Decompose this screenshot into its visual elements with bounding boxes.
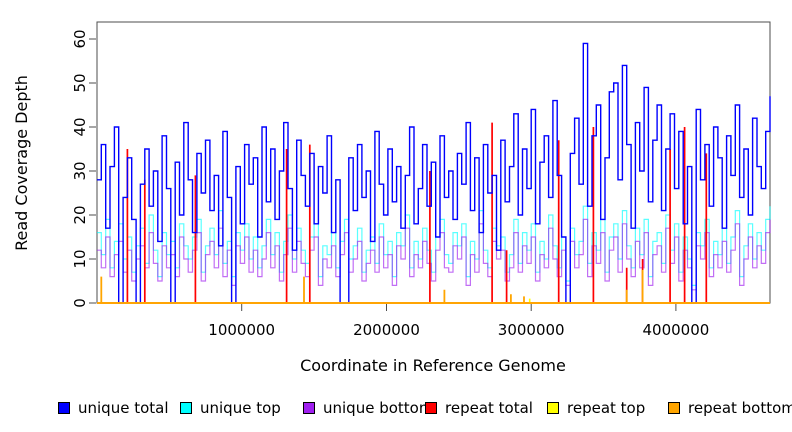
x-tick-label: 3000000 [498,321,565,339]
legend-item-repeat-total: repeat total [425,399,533,417]
legend-label-repeat-total: repeat total [445,399,533,417]
legend-label-unique-bottom: unique bottom [323,399,434,417]
legend-label-repeat-bottom: repeat bottom [688,399,792,417]
y-tick-label: 60 [71,29,89,48]
legend-swatch-repeat-top [547,402,559,414]
y-tick-label: 20 [71,205,89,224]
legend-item-unique-total: unique total [58,399,169,417]
y-axis-title: Read Coverage Depth [12,75,31,251]
legend-item-unique-top: unique top [180,399,281,417]
legend-swatch-unique-total [58,402,70,414]
y-tick-label: 30 [71,161,89,180]
y-tick-label: 0 [71,298,89,308]
legend-swatch-unique-bottom [303,402,315,414]
series-unique-top [97,205,771,286]
series-repeat-bottom [97,270,770,304]
legend-label-unique-top: unique top [200,399,281,417]
legend-swatch-repeat-total [425,402,437,414]
x-axis-title: Coordinate in Reference Genome [300,356,566,375]
y-tick-label: 40 [71,117,89,136]
coverage-plot-svg: 1000000 2000000 3000000 4000000 0 10 20 30 40 50 6… [12,21,771,375]
x-tick-label: 2000000 [353,321,420,339]
plot-area: 1000000 2000000 3000000 4000000 0 10 20 30 40 50 6… [71,21,771,339]
y-tick-label: 50 [71,73,89,92]
legend-item-unique-bottom: unique bottom [303,399,433,417]
legend-item-repeat-bottom: repeat bottom [668,399,792,417]
legend-label-unique-total: unique total [78,399,169,417]
y-tick-label: 10 [71,249,89,268]
legend-swatch-repeat-bottom [668,402,680,414]
series-unique-total [97,42,771,304]
legend-swatch-unique-top [180,402,192,414]
legend-label-repeat-top: repeat top [567,399,646,417]
legend: unique total unique top unique bottom repea… [0,399,792,419]
x-tick-label: 4000000 [642,321,709,339]
legend-item-repeat-top: repeat top [547,399,645,417]
series-unique-bottom [97,218,771,291]
x-tick-label: 1000000 [208,321,275,339]
